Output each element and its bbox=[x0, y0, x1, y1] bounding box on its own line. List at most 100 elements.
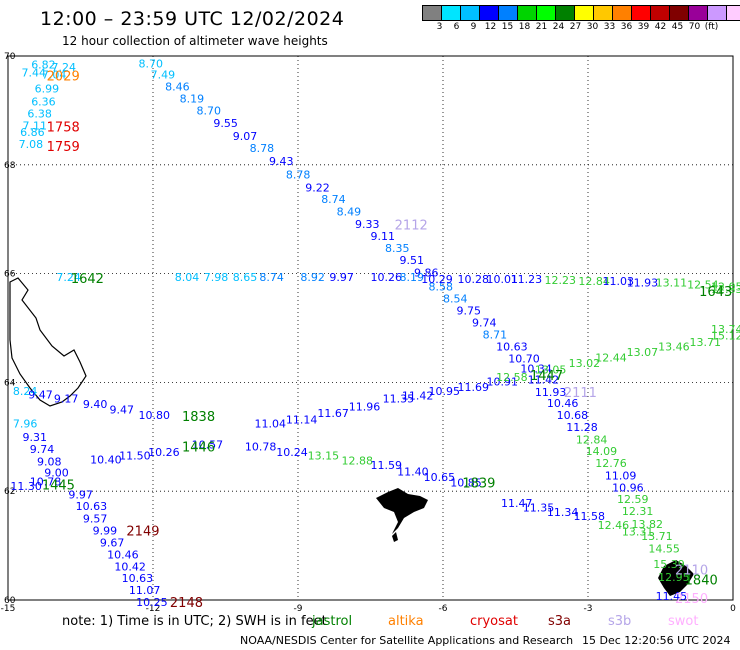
swh-label: 10.29 bbox=[421, 273, 453, 286]
swh-label: 9.47 bbox=[28, 388, 53, 401]
swh-label: 8.74 bbox=[321, 193, 346, 206]
swh-label: 8.19 bbox=[400, 271, 425, 284]
swh-label: 11.28 bbox=[566, 421, 598, 434]
greenland-coast bbox=[9, 277, 87, 407]
swh-label: 12.05 bbox=[711, 281, 740, 294]
swh-label: 10.26 bbox=[148, 446, 180, 459]
swh-label: 9.31 bbox=[23, 431, 48, 444]
x-tick-label: 0 bbox=[730, 604, 736, 614]
colorbar-label: 6 bbox=[453, 22, 460, 32]
swh-label: 12.83 bbox=[711, 283, 740, 296]
swh-label: 11.93 bbox=[627, 276, 659, 289]
pass-time-label: 1446 bbox=[182, 441, 215, 456]
colorbar-label: (ft) bbox=[704, 22, 719, 32]
swh-label: 11.04 bbox=[255, 418, 287, 431]
swh-label: 10.63 bbox=[496, 340, 527, 353]
colorbar-label: 30 bbox=[586, 22, 599, 32]
legend-item-cryosat: cryosat bbox=[470, 614, 518, 629]
swh-label: 10.78 bbox=[30, 475, 62, 488]
legend-item-altika: altika bbox=[388, 614, 424, 629]
colorbar-label: 36 bbox=[620, 22, 633, 32]
swh-label: 8.78 bbox=[250, 142, 275, 155]
shetland-islands bbox=[658, 560, 694, 596]
pass-time-label: 1758 bbox=[47, 121, 80, 136]
swh-label: 9.43 bbox=[269, 155, 294, 168]
swh-label: 11.23 bbox=[511, 273, 542, 286]
swh-label: 8.70 bbox=[139, 58, 164, 71]
swh-label: 11.03 bbox=[603, 275, 635, 288]
swh-label: 7.49 bbox=[151, 68, 176, 81]
swh-label: 13.07 bbox=[627, 346, 659, 359]
x-tick-label: -3 bbox=[584, 604, 593, 614]
swh-label: 8.19 bbox=[180, 92, 205, 105]
swh-label: 10.70 bbox=[508, 352, 540, 365]
swh-label: 15.39 bbox=[653, 558, 685, 571]
swh-label: 10.34 bbox=[520, 362, 552, 375]
swh-label: 12.95 bbox=[658, 571, 690, 584]
swh-label: 11.50 bbox=[119, 449, 150, 462]
swh-label: 10.25 bbox=[136, 596, 168, 609]
swh-label: 9.51 bbox=[400, 254, 425, 267]
colorbar-label: 24 bbox=[552, 22, 565, 32]
swh-label: 10.26 bbox=[371, 271, 403, 284]
swh-label: 7.24 bbox=[56, 271, 80, 284]
pass-time-label: 1838 bbox=[182, 410, 215, 425]
swh-label: 11.42 bbox=[528, 374, 560, 387]
swh-label: 9.00 bbox=[44, 467, 69, 480]
legend-item-s3b: s3b bbox=[608, 614, 632, 629]
colorbar-label: 27 bbox=[569, 22, 582, 32]
swh-label: 14.09 bbox=[586, 445, 618, 458]
swh-label: 10.01 bbox=[487, 273, 519, 286]
swh-label: 10.46 bbox=[107, 548, 139, 561]
colorbar bbox=[422, 5, 740, 21]
swh-label: 7.44 bbox=[22, 66, 47, 79]
x-tick-label: -12 bbox=[146, 604, 161, 614]
pass-time-label: 2149 bbox=[126, 524, 159, 539]
swh-label: 12.84 bbox=[576, 434, 608, 447]
pass-time-label: 2029 bbox=[47, 70, 80, 85]
x-tick-label: -9 bbox=[294, 604, 303, 614]
swh-label: 12.31 bbox=[622, 505, 654, 518]
swh-label: 7.04 bbox=[42, 68, 66, 81]
swh-label: 8.92 bbox=[300, 271, 325, 284]
footer-note: note: 1) Time is in UTC; 2) SWH is in fe… bbox=[62, 614, 327, 629]
swh-label: 10.85 bbox=[450, 476, 482, 489]
swh-label: 9.57 bbox=[83, 512, 108, 525]
swh-label: 9.67 bbox=[100, 536, 125, 549]
colorbar-label: 42 bbox=[654, 22, 667, 32]
swh-label: 10.68 bbox=[557, 409, 589, 422]
colorbar-label: 39 bbox=[637, 22, 650, 32]
swh-label: 11.35 bbox=[383, 393, 415, 406]
swh-label: 10.40 bbox=[90, 454, 122, 467]
legend-item-s3a: s3a bbox=[548, 614, 572, 629]
swh-label: 10.91 bbox=[487, 375, 519, 388]
swh-label: 10.63 bbox=[122, 572, 154, 585]
x-tick-label: -15 bbox=[1, 604, 16, 614]
swh-label: 12.54 bbox=[687, 278, 719, 291]
swh-label: 6.38 bbox=[27, 108, 52, 121]
pass-time-label: 1759 bbox=[47, 140, 80, 155]
swh-label: 9.99 bbox=[93, 524, 118, 537]
swh-label: 8.35 bbox=[385, 242, 410, 255]
swh-label: 8.70 bbox=[197, 104, 222, 117]
swh-label: 9.17 bbox=[54, 393, 79, 406]
swh-label: 12.46 bbox=[598, 519, 630, 532]
swh-label: 12.88 bbox=[342, 455, 374, 468]
swh-label: 9.22 bbox=[305, 182, 330, 195]
legend-item-swot: swot bbox=[668, 614, 699, 629]
pass-time-label: 1643 bbox=[699, 285, 732, 300]
swh-label: 8.58 bbox=[429, 281, 454, 294]
colorbar-label: 21 bbox=[535, 22, 548, 32]
colorbar-label: 33 bbox=[603, 22, 616, 32]
pass-time-label: 1839 bbox=[462, 476, 495, 491]
pass-time-label: 1447 bbox=[530, 369, 563, 384]
colorbar-label: 3 bbox=[436, 22, 443, 32]
map-frame bbox=[7, 55, 734, 601]
swh-label: 11.45 bbox=[656, 590, 688, 603]
swh-label: 11.47 bbox=[501, 497, 533, 510]
swh-label: 10.65 bbox=[424, 471, 456, 484]
swh-label: 13.74 bbox=[711, 323, 740, 336]
swh-label: 7.98 bbox=[204, 271, 229, 284]
